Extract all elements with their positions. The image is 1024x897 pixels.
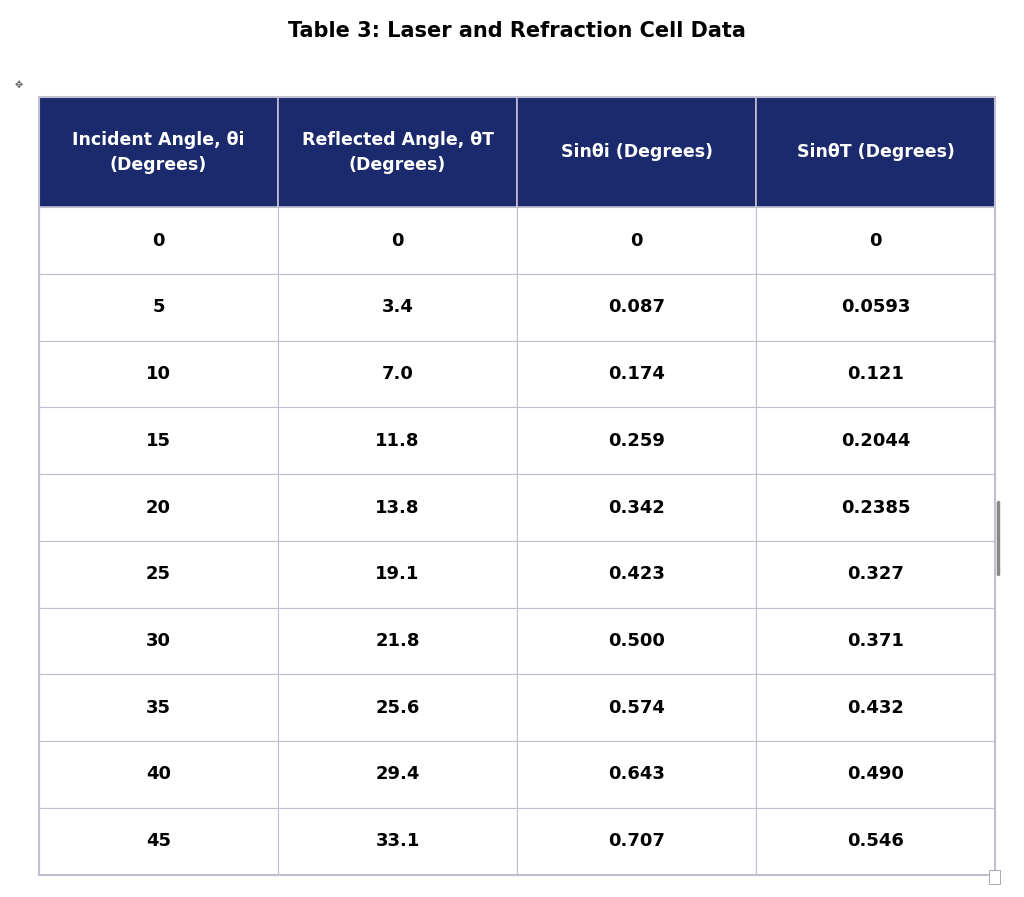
- Text: 19.1: 19.1: [376, 565, 420, 583]
- Text: 0.342: 0.342: [608, 499, 666, 517]
- Text: 0.500: 0.500: [608, 632, 666, 650]
- Bar: [517, 607, 756, 675]
- Bar: [39, 97, 995, 875]
- Bar: [39, 607, 278, 675]
- Bar: [756, 607, 995, 675]
- Bar: [517, 808, 756, 875]
- Bar: [278, 475, 517, 541]
- Text: 15: 15: [146, 431, 171, 450]
- Text: Incident Angle, θi
(Degrees): Incident Angle, θi (Degrees): [73, 131, 245, 174]
- Bar: [756, 675, 995, 741]
- Bar: [39, 97, 278, 207]
- Text: 40: 40: [146, 765, 171, 783]
- Bar: [517, 541, 756, 607]
- Bar: [989, 870, 1000, 884]
- Bar: [39, 475, 278, 541]
- Bar: [756, 341, 995, 407]
- Bar: [39, 341, 278, 407]
- Text: 21.8: 21.8: [376, 632, 420, 650]
- Bar: [39, 207, 278, 274]
- Bar: [278, 675, 517, 741]
- Text: 45: 45: [146, 832, 171, 850]
- Bar: [517, 475, 756, 541]
- Bar: [278, 607, 517, 675]
- Bar: [517, 675, 756, 741]
- Text: 0: 0: [153, 231, 165, 249]
- Text: 5: 5: [153, 299, 165, 317]
- Text: 0.432: 0.432: [847, 699, 904, 717]
- Text: 0.423: 0.423: [608, 565, 666, 583]
- Bar: [39, 675, 278, 741]
- Bar: [517, 274, 756, 341]
- Bar: [278, 341, 517, 407]
- Text: 0: 0: [391, 231, 403, 249]
- Text: 30: 30: [146, 632, 171, 650]
- Bar: [517, 207, 756, 274]
- Bar: [278, 808, 517, 875]
- Text: 0.371: 0.371: [847, 632, 904, 650]
- Bar: [278, 97, 517, 207]
- Bar: [517, 407, 756, 475]
- Bar: [756, 274, 995, 341]
- Bar: [278, 741, 517, 808]
- Text: 11.8: 11.8: [376, 431, 420, 450]
- Text: 0.259: 0.259: [608, 431, 666, 450]
- Text: 0.546: 0.546: [847, 832, 904, 850]
- Bar: [756, 207, 995, 274]
- Text: 25.6: 25.6: [376, 699, 420, 717]
- Text: 0.643: 0.643: [608, 765, 666, 783]
- Text: ✥: ✥: [14, 80, 23, 91]
- Bar: [39, 541, 278, 607]
- Text: 0.327: 0.327: [847, 565, 904, 583]
- Bar: [278, 541, 517, 607]
- Text: 0.490: 0.490: [847, 765, 904, 783]
- Text: 0: 0: [631, 231, 643, 249]
- Bar: [39, 741, 278, 808]
- Text: 7.0: 7.0: [382, 365, 414, 383]
- Text: 0.087: 0.087: [608, 299, 666, 317]
- Text: Table 3: Laser and Refraction Cell Data: Table 3: Laser and Refraction Cell Data: [288, 22, 746, 41]
- Bar: [517, 341, 756, 407]
- Bar: [517, 741, 756, 808]
- Text: 33.1: 33.1: [376, 832, 420, 850]
- Text: 0.2044: 0.2044: [841, 431, 910, 450]
- Bar: [39, 407, 278, 475]
- Bar: [39, 274, 278, 341]
- Bar: [756, 541, 995, 607]
- Text: 0.174: 0.174: [608, 365, 666, 383]
- Bar: [278, 407, 517, 475]
- Bar: [756, 741, 995, 808]
- Text: SinθT (Degrees): SinθT (Degrees): [797, 144, 954, 161]
- Text: 13.8: 13.8: [376, 499, 420, 517]
- Text: 35: 35: [146, 699, 171, 717]
- Bar: [756, 475, 995, 541]
- Text: Sinθi (Degrees): Sinθi (Degrees): [561, 144, 713, 161]
- Text: 10: 10: [146, 365, 171, 383]
- Text: 20: 20: [146, 499, 171, 517]
- Text: 0.2385: 0.2385: [841, 499, 910, 517]
- Text: 0.574: 0.574: [608, 699, 666, 717]
- Text: 29.4: 29.4: [376, 765, 420, 783]
- Text: 0.0593: 0.0593: [841, 299, 910, 317]
- Bar: [756, 407, 995, 475]
- Bar: [39, 808, 278, 875]
- Text: 0: 0: [869, 231, 882, 249]
- Text: 25: 25: [146, 565, 171, 583]
- Bar: [517, 97, 756, 207]
- Bar: [756, 808, 995, 875]
- Text: 0.121: 0.121: [847, 365, 904, 383]
- Text: 0.707: 0.707: [608, 832, 666, 850]
- Bar: [278, 207, 517, 274]
- Bar: [278, 274, 517, 341]
- Bar: [756, 97, 995, 207]
- Text: Reflected Angle, θT
(Degrees): Reflected Angle, θT (Degrees): [301, 131, 494, 174]
- Text: 3.4: 3.4: [382, 299, 414, 317]
